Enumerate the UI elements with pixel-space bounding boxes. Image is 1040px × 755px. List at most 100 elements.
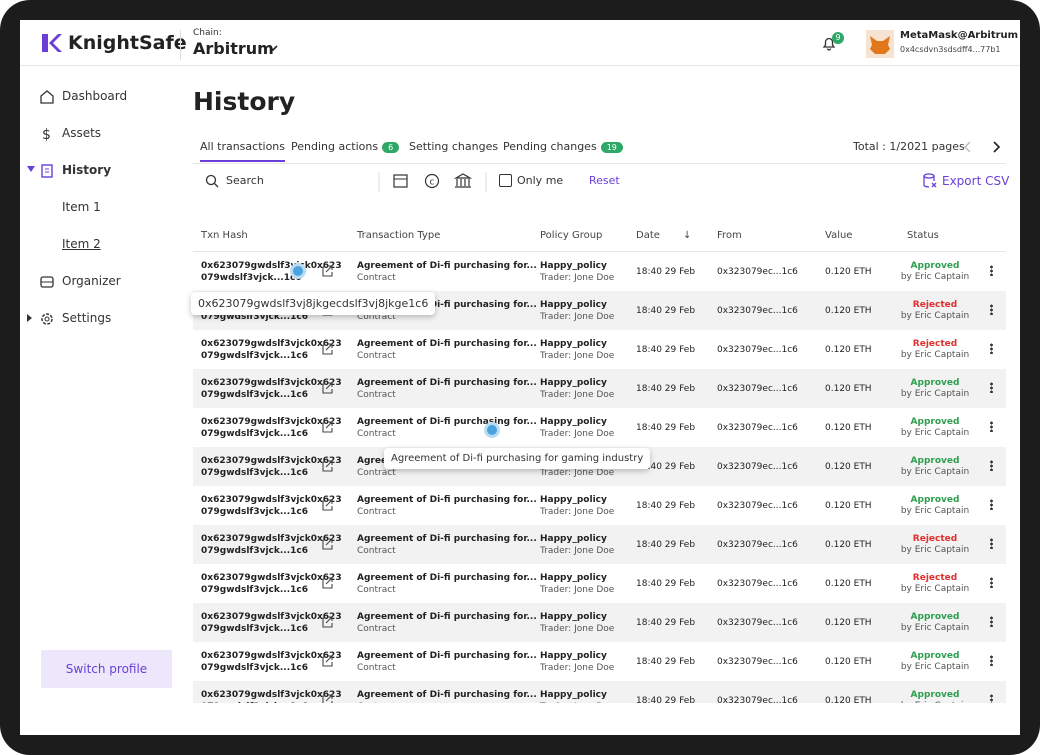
status-by: by Eric Captain (900, 467, 970, 477)
more-menu[interactable] (990, 694, 993, 703)
policy-group: Happy_policy (540, 300, 607, 310)
more-menu[interactable] (990, 382, 993, 393)
policy-group: Happy_policy (540, 339, 607, 349)
tab[interactable]: Pending actions 6 (291, 140, 400, 153)
nav-item[interactable]: Assets (62, 126, 102, 140)
account-name: MetaMask@Arbitrum (900, 30, 1019, 41)
notification-badge: 9 (832, 32, 844, 44)
date: 18:40 29 Feb (636, 501, 696, 511)
transaction-type: Agreement of Di-fi purchasing for... (357, 612, 537, 622)
external-link[interactable] (321, 265, 333, 277)
trader: Trader: Jone Doe (540, 468, 615, 478)
table-row[interactable]: 0x623079gwdslf3vjck0x623 079gwdslf3vjck..… (193, 564, 1006, 603)
reset-button[interactable]: Reset (589, 174, 620, 187)
nav-item[interactable]: History (62, 163, 112, 177)
external-link[interactable] (321, 382, 333, 394)
status: Rejected (912, 300, 958, 310)
date: 18:40 29 Feb (636, 384, 696, 394)
thead-border (193, 251, 1006, 252)
more-menu[interactable] (990, 343, 993, 354)
more-menu[interactable] (990, 499, 993, 510)
transaction-type: Agreement of Di-fi purchasing for... (357, 573, 537, 583)
status: Approved (910, 651, 960, 661)
external-link[interactable] (321, 655, 333, 667)
pager-arrows[interactable] (961, 140, 1011, 154)
tab-label: Pending changes (503, 140, 597, 153)
table-row[interactable]: 0x623079gwdslf3vjck0x623 079gwdslf3vjck..… (193, 525, 1006, 564)
from: 0x323079ec...1c6 (717, 423, 798, 433)
table-row[interactable]: 0x623079gwdslf3vjck0x623 079gwdslf3vjck..… (193, 408, 1006, 447)
external-link[interactable] (321, 694, 333, 703)
txn-hash: 079gwdslf3vjck...1c6 (201, 429, 308, 439)
table-row[interactable]: 0x623079gwdslf3vjck0x623 079gwdslf3vjck..… (193, 642, 1006, 681)
switch-profile-button[interactable]: Switch profile (41, 650, 172, 688)
external-link[interactable] (321, 577, 333, 589)
txn-hash: 0x623079gwdslf3vjck0x623 (201, 573, 342, 583)
nav-item[interactable]: Item 2 (62, 237, 101, 251)
from: 0x323079ec...1c6 (717, 462, 798, 472)
table-row[interactable]: 0x623079gwdslf3vjck0x623 079wdslf3vjck...… (193, 252, 1006, 291)
txn-hash: 0x623079gwdslf3vjck0x623 (201, 690, 342, 700)
status-by: by Eric Captain (900, 584, 970, 594)
external-link[interactable] (321, 499, 333, 511)
trader: Trader: Jone Doe (540, 702, 614, 703)
table-row[interactable]: 0x623079gwdslf3vjck0x623 079gwdslf3vjck..… (193, 681, 1006, 703)
nav-item[interactable]: Settings (62, 311, 112, 325)
txn-hash: 079gwdslf3vjck...1c6 (201, 312, 308, 322)
export-button[interactable]: Export CSV (942, 174, 1010, 188)
more-menu[interactable] (990, 577, 993, 588)
external-link[interactable] (321, 460, 333, 472)
transaction-type: Agreement of Di-fi purchasing for... (357, 690, 537, 700)
more-menu[interactable] (990, 460, 993, 471)
from: 0x323079ec...1c6 (717, 540, 798, 550)
trader: Trader: Jone Doe (540, 546, 615, 556)
nav-item[interactable]: Dashboard (62, 89, 128, 103)
chain-select[interactable]: Arbitrum (193, 39, 274, 58)
status: Rejected (912, 573, 958, 583)
table-row[interactable]: 0x623079gwdslf3vjck0x623 079gwdslf3vjck..… (193, 603, 1006, 642)
policy-group: Happy_policy (540, 534, 607, 544)
from: 0x323079ec...1c6 (717, 306, 798, 316)
date: 18:40 29 Feb (636, 462, 696, 472)
transaction-type: Agreement of Di-fi purchasing for... (357, 378, 537, 388)
nav-item[interactable]: Item 1 (62, 200, 101, 214)
from: 0x323079ec...1c6 (717, 696, 798, 703)
search-input[interactable]: Search (226, 174, 264, 187)
more-menu[interactable] (990, 616, 993, 627)
status: Approved (910, 690, 960, 700)
transaction-type: Agreement of Di-fi purchasing for... (357, 495, 537, 505)
status: Approved (910, 417, 960, 427)
table-row[interactable]: 0x623079gwdslf3vjck0x623 079gwdslf3vjck..… (193, 486, 1006, 525)
nav-icon (41, 164, 53, 178)
value: 0.120 ETH (825, 696, 872, 703)
external-link[interactable] (321, 421, 333, 433)
from: 0x323079ec...1c6 (717, 657, 798, 667)
more-menu[interactable] (990, 538, 993, 549)
tab[interactable]: All transactions (200, 140, 286, 162)
filter-icons[interactable]: c (378, 170, 488, 192)
trader: Trader: Jone Doe (540, 663, 615, 673)
tab[interactable]: Pending changes 19 (503, 140, 623, 153)
table-row[interactable]: 0x623079gwdslf3vjck0x623 079gwdslf3vjck..… (193, 369, 1006, 408)
status-by: by Eric Captain (900, 662, 970, 672)
tab-badge: 19 (600, 141, 623, 153)
policy-group: Happy_policy (540, 573, 607, 583)
trader: Trader: Jone Doe (540, 585, 615, 595)
value: 0.120 ETH (825, 540, 872, 550)
more-menu[interactable] (990, 265, 993, 276)
checkbox[interactable] (499, 174, 512, 187)
external-link[interactable] (321, 343, 333, 355)
bell-icon[interactable] (821, 35, 837, 51)
more-menu[interactable] (990, 655, 993, 666)
tab[interactable]: Setting changes (409, 140, 498, 153)
logo: KnightSafe (68, 32, 187, 54)
status: Approved (910, 612, 960, 622)
table-row[interactable]: 0x623079gwdslf3vjck0x623 079gwdslf3vjck..… (193, 330, 1006, 369)
more-menu[interactable] (990, 304, 993, 315)
more-menu[interactable] (990, 421, 993, 432)
txn-hash: 0x623079gwdslf3vjck0x623 (201, 378, 342, 388)
external-link[interactable] (321, 538, 333, 550)
external-link[interactable] (321, 616, 333, 628)
nav-item[interactable]: Organizer (62, 274, 121, 288)
